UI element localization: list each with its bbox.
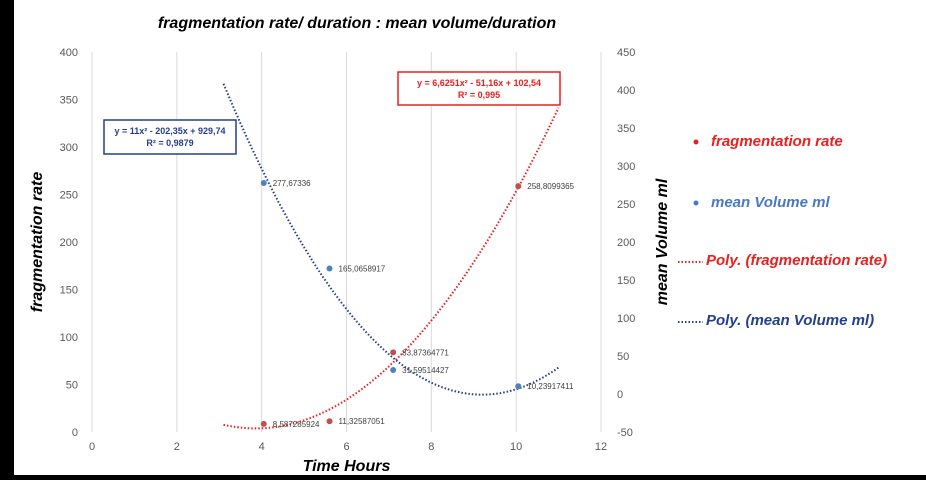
legend-label: Poly. (fragmentation rate) (706, 252, 887, 269)
y-left-tick-label: 200 (60, 237, 78, 249)
data-label: 83,87364771 (402, 348, 449, 357)
x-tick-label: 8 (428, 441, 434, 453)
y-left-tick-label: 350 (60, 95, 78, 107)
y-left-tick-label: 0 (72, 427, 78, 439)
legend-marker (693, 139, 699, 145)
trendline-0 (223, 107, 560, 430)
y-left-tick-label: 250 (60, 190, 78, 202)
trendline-equation-box (397, 71, 561, 106)
y-left-axis-label: fragmentation rate (29, 172, 46, 313)
data-label: 10,23917411 (527, 382, 574, 391)
y-right-tick-label: 400 (617, 85, 635, 97)
y-right-tick-label: 450 (617, 47, 635, 59)
y-left-tick-label: 150 (60, 285, 78, 297)
y-right-axis-label: mean Volume ml (654, 178, 671, 305)
trendline-equation: y = 6,6251x² - 51,16x + 102,54 (417, 78, 541, 88)
y-right-tick-label: 150 (617, 275, 635, 287)
data-point-1 (515, 383, 522, 390)
x-tick-label: 10 (510, 441, 522, 453)
data-point-0 (390, 349, 397, 356)
trendline-r2: R² = 0,9879 (146, 138, 193, 148)
legend-label: fragmentation rate (711, 133, 843, 150)
y-right-tick-label: -50 (617, 427, 633, 439)
data-label: 11,32587051 (339, 417, 386, 426)
data-point-0 (515, 183, 522, 190)
trendline-r2: R² = 0,995 (458, 90, 500, 100)
trendline-1 (222, 83, 560, 396)
data-label: 31,59514427 (402, 366, 449, 375)
chart-title: fragmentation rate/ duration : mean volu… (158, 15, 556, 32)
legend-marker (693, 200, 699, 206)
x-tick-label: 12 (595, 441, 607, 453)
data-point-1 (326, 265, 333, 272)
y-right-tick-label: 100 (617, 313, 635, 325)
y-left-tick-label: 50 (66, 380, 78, 392)
data-label: 277,67336 (273, 179, 311, 188)
x-tick-label: 4 (259, 441, 265, 453)
legend-label: Poly. (mean Volume ml) (706, 312, 874, 329)
y-right-tick-label: 50 (617, 351, 629, 363)
trendline-equation-box (103, 119, 237, 155)
y-right-tick-label: 350 (617, 123, 635, 135)
data-point-0 (326, 418, 333, 425)
data-point-0 (260, 420, 267, 427)
y-right-tick-label: 250 (617, 199, 635, 211)
x-axis-label: Time Hours (303, 458, 391, 475)
y-left-tick-label: 300 (60, 142, 78, 154)
y-right-tick-label: 0 (617, 389, 623, 401)
legend-label: mean Volume ml (711, 194, 830, 211)
x-tick-label: 0 (89, 441, 95, 453)
data-label: 165,0658917 (339, 265, 386, 274)
y-left-tick-label: 100 (60, 332, 78, 344)
trendline-equation: y = 11x² - 202,35x + 929,74 (114, 126, 225, 136)
x-tick-label: 6 (343, 441, 349, 453)
x-tick-label: 2 (174, 441, 180, 453)
y-left-tick-label: 400 (60, 47, 78, 59)
y-right-tick-label: 200 (617, 237, 635, 249)
data-label: 258,8099365 (527, 182, 574, 191)
y-right-tick-label: 300 (617, 161, 635, 173)
data-point-1 (390, 366, 397, 373)
data-label: 8,587285924 (273, 420, 320, 429)
data-point-1 (260, 179, 267, 186)
